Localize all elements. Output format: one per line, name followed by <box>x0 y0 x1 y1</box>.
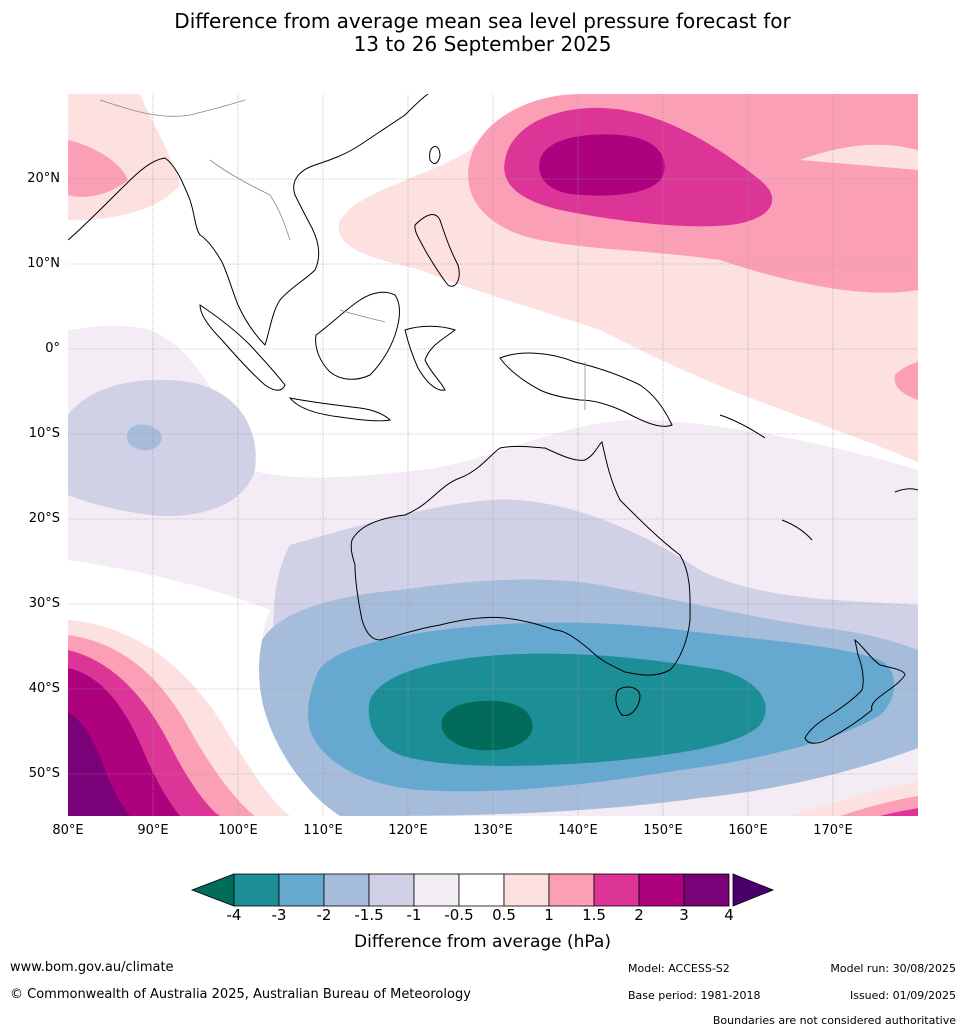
lat-label-10n: 10°N <box>27 256 60 271</box>
model-run-text: Model run: 30/08/2025 <box>830 962 956 975</box>
philippines-coastline <box>414 214 460 287</box>
colorbar-cell <box>638 873 685 907</box>
colorbar-tick: -4 <box>226 906 242 924</box>
lon-label-140e: 140°E <box>558 823 598 838</box>
colorbar-cell <box>593 873 640 907</box>
new-zealand-coastline <box>804 638 906 744</box>
graticule <box>68 94 918 816</box>
colorbar-tick: -1.5 <box>354 906 384 924</box>
colorbar-cell <box>458 873 505 907</box>
colorbar-cell <box>548 873 595 907</box>
colorbar-over-arrow <box>732 873 775 907</box>
colorbar-tick: 3 <box>679 906 689 924</box>
taiwan-coastline <box>429 145 441 164</box>
base-period-text: Base period: 1981-2018 <box>628 989 761 1002</box>
coastlines <box>68 94 918 744</box>
southern-negative-4 <box>441 700 533 751</box>
colorbar-tick: -2 <box>316 906 332 924</box>
lon-label-100e: 100°E <box>218 823 258 838</box>
colorbar-tick: -0.5 <box>444 906 474 924</box>
lat-label-10s: 10°S <box>28 426 60 441</box>
positive-band-2 <box>539 134 665 196</box>
colorbar-under-arrow <box>190 873 235 907</box>
colorbar-tick: -3 <box>271 906 287 924</box>
mainland-asia-coastline <box>68 94 429 346</box>
lat-label-20s: 20°S <box>28 511 60 526</box>
pressure-anomaly-map <box>68 94 918 816</box>
borneo-coastline <box>315 291 400 380</box>
lon-label-150e: 150°E <box>643 823 683 838</box>
colorbar-cell <box>368 873 415 907</box>
colorbar-tick: -1 <box>406 906 422 924</box>
solomon-islands-coastline <box>719 414 766 439</box>
lat-label-0: 0° <box>45 341 60 356</box>
positive-band-east <box>894 362 918 400</box>
nw-positive-1 <box>68 140 128 197</box>
lat-label-20n: 20°N <box>27 171 60 186</box>
country-borders <box>99 99 586 410</box>
sw-positive-3 <box>68 712 130 816</box>
colorbar-cell <box>503 873 550 907</box>
lon-label-160e: 160°E <box>728 823 768 838</box>
website-link[interactable]: www.bom.gov.au/climate <box>10 960 174 975</box>
colorbar-tick: 2 <box>634 906 644 924</box>
copyright-text: © Commonwealth of Australia 2025, Austra… <box>10 987 471 1002</box>
sulawesi-coastline <box>404 325 457 391</box>
lon-label-130e: 130°E <box>473 823 513 838</box>
new-caledonia-coastline <box>781 519 813 541</box>
tasmania-coastline <box>615 686 641 717</box>
model-text: Model: ACCESS-S2 <box>628 962 730 975</box>
lon-label-170e: 170°E <box>813 823 853 838</box>
issued-text: Issued: 01/09/2025 <box>849 989 956 1002</box>
boundaries-disclaimer: Boundaries are not considered authoritat… <box>712 1014 956 1027</box>
colorbar <box>190 873 775 907</box>
lon-label-80e: 80°E <box>52 823 84 838</box>
title-line-1: Difference from average mean sea level p… <box>174 9 791 33</box>
map-panel <box>68 94 918 816</box>
lat-label-30s: 30°S <box>28 596 60 611</box>
colorbar-tick: 1.5 <box>582 906 606 924</box>
se-positive-1 <box>840 796 918 816</box>
colorbar-cell <box>233 873 280 907</box>
se-positive-1.5 <box>880 808 918 816</box>
indian-ocean-negative-1 <box>68 379 256 516</box>
colorbar-cell <box>323 873 370 907</box>
colorbar-tick: 0.5 <box>492 906 516 924</box>
colorbar-title: Difference from average (hPa) <box>354 932 611 952</box>
colorbar-tick: 4 <box>724 906 734 924</box>
map-title: Difference from average mean sea level p… <box>0 10 965 56</box>
new-guinea-coastline <box>499 352 673 427</box>
lat-label-40s: 40°S <box>28 681 60 696</box>
title-line-2: 13 to 26 September 2025 <box>353 32 612 56</box>
colorbar-tick: 1 <box>544 906 554 924</box>
lon-label-90e: 90°E <box>137 823 169 838</box>
java-coastline <box>288 397 392 422</box>
lon-label-120e: 120°E <box>388 823 428 838</box>
sumatra-coastline <box>199 304 286 391</box>
lat-label-50s: 50°S <box>28 766 60 781</box>
fiji-coastline <box>894 488 918 493</box>
colorbar-cell <box>413 873 460 907</box>
australia-coastline <box>350 441 691 676</box>
colorbar-cell <box>683 873 730 907</box>
colorbar-cell <box>278 873 325 907</box>
lon-label-110e: 110°E <box>303 823 343 838</box>
